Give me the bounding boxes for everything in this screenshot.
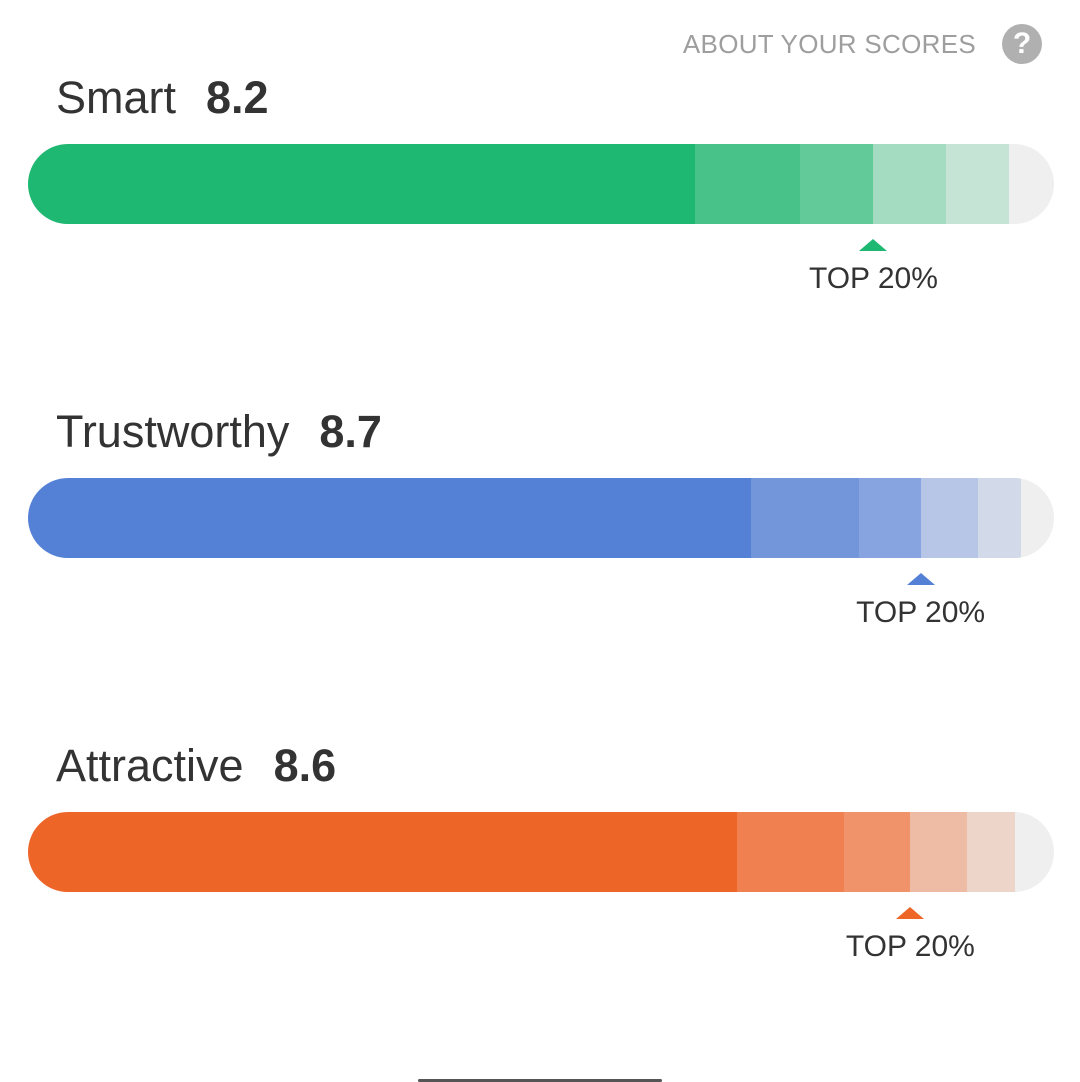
score-block-attractive: Attractive 8.6 TOP 20%: [28, 740, 1054, 980]
bar-segment: [859, 478, 921, 558]
percentile-label: TOP 20%: [845, 930, 975, 963]
score-heading: Attractive 8.6: [56, 740, 336, 796]
score-block-smart: Smart 8.2 TOP 20%: [28, 72, 1054, 312]
bar-segment: [736, 812, 844, 892]
about-your-scores-label: ABOUT YOUR SCORES: [682, 28, 976, 59]
score-heading: Trustworthy 8.7: [56, 406, 382, 462]
bar-segment: [28, 144, 695, 224]
score-block-trustworthy: Trustworthy 8.7 TOP 20%: [28, 406, 1054, 646]
score-bar: [28, 478, 1054, 558]
percentile-label: TOP 20%: [856, 596, 986, 629]
score-value: 8.7: [319, 406, 382, 457]
score-value: 8.2: [206, 72, 269, 123]
bar-segment: [873, 144, 947, 224]
bar-segment: [978, 478, 1022, 558]
help-circle-icon[interactable]: ?: [1002, 24, 1042, 64]
bar-segment: [28, 812, 737, 892]
bar-segment: [843, 812, 911, 892]
about-your-scores-link[interactable]: ABOUT YOUR SCORES ?: [683, 18, 1042, 70]
percentile-marker: [896, 907, 925, 919]
bar-segment: [920, 478, 979, 558]
percentile-marker: [859, 239, 888, 251]
score-name: Smart: [56, 72, 177, 123]
percentile-marker: [906, 573, 935, 585]
bar-segment: [946, 144, 1009, 224]
home-indicator[interactable]: [418, 1079, 662, 1082]
score-bar: [28, 812, 1054, 892]
bar-segment: [28, 478, 752, 558]
score-bar: [28, 144, 1054, 224]
percentile-label: TOP 20%: [808, 262, 938, 295]
bar-segment: [694, 144, 800, 224]
score-name: Trustworthy: [56, 406, 290, 457]
bar-segment: [751, 478, 860, 558]
bar-segment: [910, 812, 967, 892]
bar-segment: [966, 812, 1015, 892]
score-heading: Smart 8.2: [56, 72, 269, 128]
score-value: 8.6: [273, 740, 337, 791]
score-name: Attractive: [56, 740, 244, 791]
bar-segment: [799, 144, 874, 224]
